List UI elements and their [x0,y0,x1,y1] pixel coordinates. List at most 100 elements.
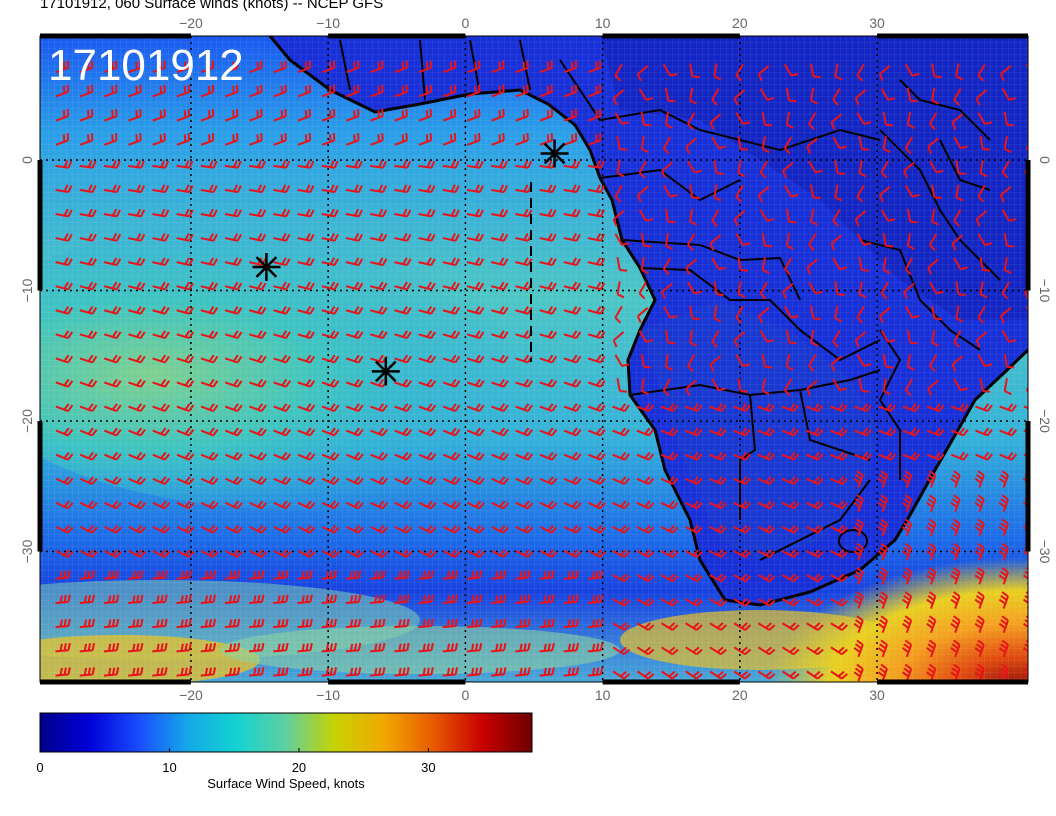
wind-barb [55,305,73,315]
wind-barb [810,87,819,105]
wind-barb [709,234,722,251]
wind-barb [297,60,312,74]
wind-barb [713,160,724,175]
wind-barb [974,542,985,561]
wind-barb [612,549,631,558]
wind-barb [588,524,606,534]
wind-barb [539,642,555,653]
wind-barb [735,112,751,125]
wind-barb [152,476,171,485]
wind-barb [370,451,388,461]
wind-barb [733,89,746,106]
wind-barb [273,354,291,364]
wind-barb [950,591,961,609]
wind-barb [614,184,623,203]
wind-barb [297,305,315,315]
wind-barb [442,594,459,604]
wind-barb [662,257,672,276]
wind-barb [782,670,800,680]
wind-barb [612,210,625,227]
wind-barb [1021,689,1033,705]
wind-barb [442,691,458,699]
wind-barb [924,689,936,705]
wind-barb [832,257,847,271]
wind-barb [974,518,985,537]
wind-barb [733,427,751,437]
wind-barb [660,524,679,534]
wind-barb [664,87,676,103]
wind-barb [79,427,98,437]
wind-barb [321,108,336,122]
wind-barb [466,378,485,388]
wind-barb [515,500,534,510]
lon-label-top: −20 [179,15,203,31]
wind-barb [902,494,913,513]
wind-barb [737,378,749,393]
wind-barb [882,353,894,369]
wind-barb [345,570,362,580]
wind-barb [563,667,580,677]
wind-barb [224,133,239,146]
wind-barb [55,403,74,413]
wind-barb [616,281,625,299]
wind-barb [1001,330,1017,343]
wind-barb [834,281,845,296]
wind-barb [853,639,864,658]
wind-barb [55,281,73,291]
wind-barb [563,691,579,699]
wind-barb [297,281,315,291]
wind-barb [711,88,720,106]
wind-barb [128,108,142,122]
wind-barb [442,524,461,534]
wind-barb [664,111,673,129]
wind-barb [685,573,703,583]
wind-barb [904,305,920,319]
wind-barb [733,524,752,534]
wind-barb [104,549,122,558]
wind-barb [249,281,267,291]
wind-barb [636,646,655,656]
wind-barb [394,667,410,677]
wind-barb [955,184,964,202]
wind-barb [931,329,940,347]
wind-barb [491,451,509,461]
wind-barb [539,184,557,194]
wind-barb [394,305,412,315]
wind-barb [563,500,582,510]
wind-barb [297,84,312,98]
wind-barb [858,160,867,178]
wind-barb [612,403,630,413]
wind-barb [345,594,362,604]
wind-barb [781,476,800,485]
wind-barb [249,108,263,122]
lat-label-left: 0 [19,156,35,164]
wind-barb [902,639,913,658]
wind-barb [877,518,888,537]
wind-barb [785,232,794,250]
wind-barb [832,209,841,227]
wind-barb [539,378,558,388]
wind-barb [785,111,794,129]
wind-barb [418,84,433,98]
wind-barb [345,108,360,122]
wind-barb [273,60,287,74]
wind-barb [832,136,847,150]
wind-barb [1003,378,1012,396]
wind-barb [974,639,985,658]
wind-barb [661,161,673,179]
wind-barb [200,476,219,485]
wind-barb [370,160,387,169]
storm-marker-center [371,357,400,386]
wind-barb [711,136,726,150]
wind-barb [273,160,291,169]
wind-barb [563,403,582,413]
wind-barb [394,354,412,364]
wind-barb [225,549,243,558]
wind-barb [737,160,746,178]
wind-barb [805,427,824,437]
wind-barb [394,549,413,558]
wind-barb [638,209,654,222]
wind-barb [103,133,118,146]
wind-barb [902,663,913,682]
wind-barb [926,494,937,513]
